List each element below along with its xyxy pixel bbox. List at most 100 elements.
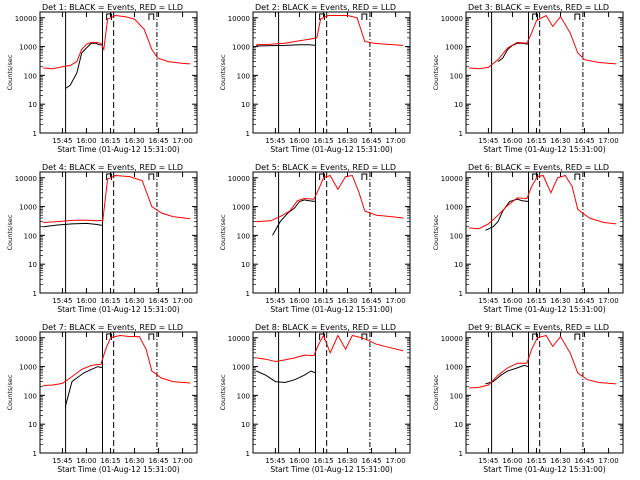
x-tick-label: 16:15 xyxy=(526,137,546,145)
state-bracket xyxy=(148,333,155,340)
subplot-title: Det 2: BLACK = Events, RED = LLD xyxy=(255,3,396,12)
y-tick-label: 10000 xyxy=(228,15,250,23)
x-tick-label: 15:45 xyxy=(265,297,285,305)
plot-frame xyxy=(39,331,198,454)
y-tick-label: 10 xyxy=(241,101,250,109)
x-tick-label: 15:45 xyxy=(265,137,285,145)
y-axis-label: Counts/sec xyxy=(6,374,14,410)
subplot-det-3: Det 3: BLACK = Events, RED = LLD 1 10 100 10… xyxy=(432,3,624,154)
subplot-det-5: Det 5: BLACK = Events, RED = LLD 1 10 100 10… xyxy=(219,163,411,314)
y-tick-label: 100 xyxy=(24,72,37,80)
x-axis-label: Start Time (01-Aug-12 15:31:00) xyxy=(270,465,392,474)
x-tick-label: 16:30 xyxy=(124,137,144,145)
y-tick-label: 100 xyxy=(450,232,463,240)
subplot-det-6: Det 6: BLACK = Events, RED = LLD 1 10 100 10… xyxy=(432,163,624,314)
y-tick-label: 10000 xyxy=(15,335,37,343)
x-tick-label: 16:45 xyxy=(148,137,168,145)
x-tick-label: 16:45 xyxy=(361,297,381,305)
y-tick-label: 10000 xyxy=(228,335,250,343)
x-tick-label: 16:15 xyxy=(100,457,120,465)
x-tick-label: 16:00 xyxy=(502,297,522,305)
x-tick-label: 15:45 xyxy=(478,297,498,305)
series-line-lld xyxy=(256,15,404,46)
x-axis-label: Start Time (01-Aug-12 15:31:00) xyxy=(483,145,605,154)
state-bracket xyxy=(361,173,368,180)
x-tick-label: 17:00 xyxy=(598,137,618,145)
x-axis-label: Start Time (01-Aug-12 15:31:00) xyxy=(270,145,392,154)
series-line-lld xyxy=(43,174,191,223)
y-tick-label: 10 xyxy=(241,421,250,429)
state-bracket xyxy=(574,13,581,20)
state-bracket xyxy=(574,173,581,180)
x-tick-label: 16:30 xyxy=(550,297,570,305)
x-tick-label: 17:00 xyxy=(172,457,192,465)
subplot-title: Det 4: BLACK = Events, RED = LLD xyxy=(42,163,183,172)
y-tick-label: 1 xyxy=(459,130,463,138)
series-line-lld xyxy=(43,334,191,386)
y-tick-label: 100 xyxy=(237,232,250,240)
subplot-title: Det 9: BLACK = Events, RED = LLD xyxy=(468,323,609,332)
y-tick-label: 1 xyxy=(246,450,250,458)
series-line-lld xyxy=(469,334,617,389)
y-tick-label: 1000 xyxy=(19,364,37,372)
y-tick-label: 10000 xyxy=(441,175,463,183)
y-tick-label: 1000 xyxy=(19,204,37,212)
subplot-det-7: Det 7: BLACK = Events, RED = LLD 1 10 100 10… xyxy=(6,323,198,474)
y-tick-label: 10 xyxy=(241,261,250,269)
subplot-title: Det 6: BLACK = Events, RED = LLD xyxy=(468,163,609,172)
subplot-title: Det 5: BLACK = Events, RED = LLD xyxy=(255,163,396,172)
state-bracket xyxy=(532,13,538,20)
x-axis-label: Start Time (01-Aug-12 15:31:00) xyxy=(57,305,179,314)
x-tick-label: 16:00 xyxy=(289,137,309,145)
x-tick-label: 16:45 xyxy=(361,137,381,145)
series-line-lld xyxy=(469,14,617,70)
plot-frame xyxy=(252,171,411,294)
x-tick-label: 16:15 xyxy=(313,457,333,465)
x-tick-label: 16:15 xyxy=(313,297,333,305)
x-tick-label: 17:00 xyxy=(172,137,192,145)
series-line-events xyxy=(497,42,529,62)
subplot-det-9: Det 9: BLACK = Events, RED = LLD 1 10 100 10… xyxy=(432,323,624,474)
y-tick-label: 1 xyxy=(33,450,37,458)
y-tick-label: 1000 xyxy=(445,204,463,212)
y-tick-label: 100 xyxy=(237,392,250,400)
x-tick-label: 16:00 xyxy=(289,457,309,465)
plot-frame xyxy=(39,171,198,294)
series-line-events xyxy=(485,364,529,385)
subplot-title: Det 3: BLACK = Events, RED = LLD xyxy=(468,3,609,12)
x-tick-label: 16:45 xyxy=(361,457,381,465)
x-tick-label: 16:45 xyxy=(574,137,594,145)
y-tick-label: 100 xyxy=(450,392,463,400)
subplot-det-4: Det 4: BLACK = Events, RED = LLD 1 10 100 10… xyxy=(6,163,198,314)
y-tick-label: 1000 xyxy=(19,44,37,52)
y-tick-label: 10000 xyxy=(228,175,250,183)
y-tick-label: 10000 xyxy=(441,335,463,343)
y-tick-label: 1 xyxy=(33,290,37,298)
y-tick-label: 10 xyxy=(28,421,37,429)
x-tick-label: 16:30 xyxy=(124,457,144,465)
x-tick-label: 16:00 xyxy=(76,457,96,465)
y-axis-label: Counts/sec xyxy=(6,54,14,90)
x-tick-label: 16:00 xyxy=(76,137,96,145)
plot-frame xyxy=(465,171,624,294)
y-axis-label: Counts/sec xyxy=(219,214,227,250)
x-tick-label: 17:00 xyxy=(385,457,405,465)
y-tick-label: 100 xyxy=(24,232,37,240)
y-tick-label: 10000 xyxy=(15,15,37,23)
x-tick-label: 17:00 xyxy=(385,137,405,145)
y-axis-label: Counts/sec xyxy=(6,214,14,250)
y-tick-label: 10 xyxy=(454,421,463,429)
x-tick-label: 15:45 xyxy=(52,137,72,145)
x-axis-label: Start Time (01-Aug-12 15:31:00) xyxy=(483,465,605,474)
y-axis-label: Counts/sec xyxy=(432,374,440,410)
series-line-events xyxy=(64,366,103,407)
subplot-det-1: Det 1: BLACK = Events, RED = LLD 1 10 100 10… xyxy=(6,3,198,154)
state-bracket xyxy=(361,13,368,20)
y-tick-label: 10 xyxy=(454,261,463,269)
x-tick-label: 16:15 xyxy=(313,137,333,145)
y-tick-label: 10 xyxy=(454,101,463,109)
subplot-title: Det 8: BLACK = Events, RED = LLD xyxy=(255,323,396,332)
x-tick-label: 16:45 xyxy=(148,297,168,305)
x-tick-label: 17:00 xyxy=(385,297,405,305)
y-axis-label: Counts/sec xyxy=(219,374,227,410)
